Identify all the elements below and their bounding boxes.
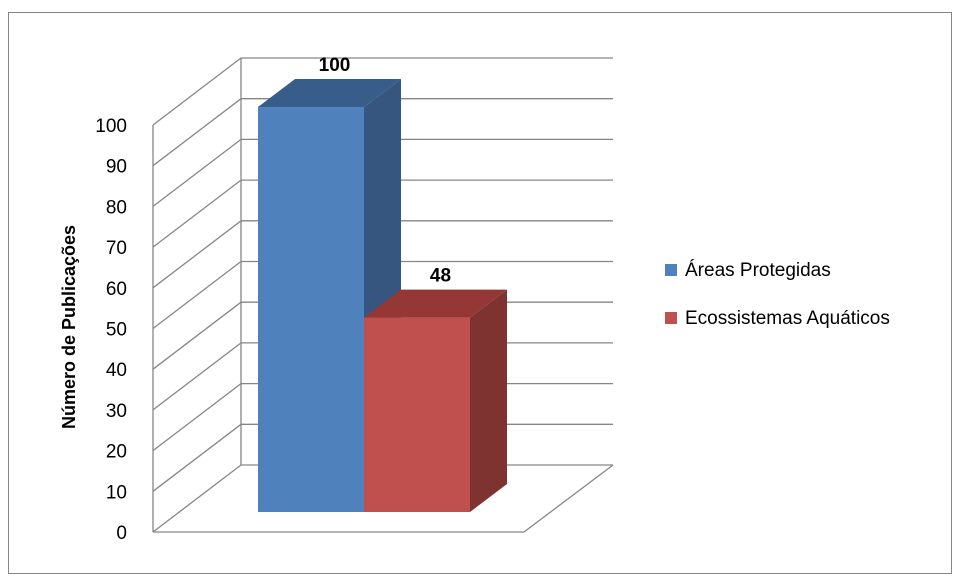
y-tick-label: 50 bbox=[106, 320, 127, 341]
floor-right-edge bbox=[523, 464, 614, 533]
legend-label: Ecossistemas Aquáticos bbox=[685, 308, 890, 329]
bars bbox=[258, 79, 507, 512]
bar-side-face bbox=[470, 289, 507, 512]
y-tick-label: 0 bbox=[116, 523, 127, 544]
data-label: 100 bbox=[319, 55, 351, 76]
y-tick-label: 90 bbox=[106, 157, 127, 178]
y-tick-label: 60 bbox=[106, 279, 127, 300]
bar-1 bbox=[258, 79, 401, 512]
legend-swatch bbox=[665, 312, 677, 324]
y-tick-label: 80 bbox=[106, 197, 127, 218]
bar-front-face bbox=[258, 107, 364, 512]
legend-label: Áreas Protegidas bbox=[685, 260, 831, 281]
legend: Áreas Protegidas Ecossistemas Aquáticos bbox=[665, 260, 890, 329]
legend-swatch bbox=[665, 264, 677, 276]
y-tick-label: 70 bbox=[106, 238, 127, 259]
y-tick-label: 10 bbox=[106, 482, 127, 503]
bar-2 bbox=[364, 289, 507, 512]
y-tick-label: 30 bbox=[106, 401, 127, 422]
y-tick-labels: 0 10 20 30 40 50 60 70 80 90 100 bbox=[95, 116, 127, 544]
y-tick-label: 40 bbox=[106, 360, 127, 381]
bar-front-face bbox=[364, 317, 470, 512]
bar-top-face bbox=[364, 289, 507, 318]
data-label: 48 bbox=[430, 266, 451, 287]
y-tick-label: 100 bbox=[95, 116, 127, 137]
y-axis-title: Número de Publicações bbox=[59, 225, 79, 429]
bar-top-face bbox=[258, 79, 401, 107]
y-tick-label: 20 bbox=[106, 442, 127, 463]
data-labels: 100 48 bbox=[319, 55, 451, 287]
